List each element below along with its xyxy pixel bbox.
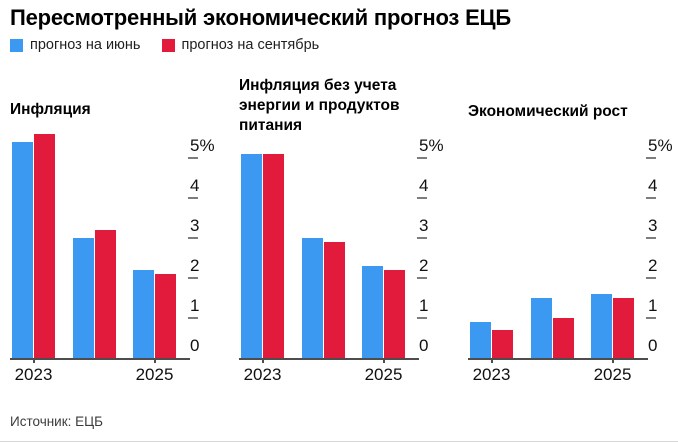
x-tick-label-economic-growth: 2025: [593, 365, 632, 384]
y-tick-mark-core-inflation: [417, 157, 427, 159]
y-tick-label-economic-growth: 5%: [648, 136, 673, 155]
bar-core-inflation-2025-june: [362, 266, 383, 358]
september-forecast-swatch: [161, 38, 175, 52]
y-tick-mark-core-inflation: [417, 197, 427, 199]
y-tick-label-economic-growth: 0: [648, 336, 658, 355]
x-tick-label-inflation: 2023: [14, 365, 53, 384]
bar-economic-growth-2025-september: [613, 298, 634, 358]
y-tick-label-inflation: 3: [190, 216, 200, 235]
y-tick-label-core-inflation: 3: [419, 216, 429, 235]
y-tick-mark-economic-growth: [646, 197, 656, 199]
bar-economic-growth-2023-september: [492, 330, 513, 358]
legend-label-september: прогноз на сентябрь: [181, 37, 320, 53]
bar-economic-growth-2023-june: [470, 322, 491, 358]
y-tick-mark-inflation: [188, 317, 198, 319]
legend-label-june: прогноз на июнь: [30, 37, 141, 53]
bar-core-inflation-2024-june: [302, 238, 323, 358]
x-tick-mark-economic-growth: [611, 358, 614, 363]
bar-core-inflation-2024-september: [324, 242, 345, 358]
y-tick-label-core-inflation: 5%: [419, 136, 444, 155]
panel-title-inflation: Инфляция: [10, 101, 91, 118]
y-tick-label-inflation: 4: [190, 176, 200, 195]
bar-inflation-2023-june: [12, 142, 33, 358]
legend-item-september: прогноз на сентябрь: [161, 37, 320, 53]
legend: прогноз на июнь прогноз на сентябрь: [10, 37, 319, 53]
x-axis-core-inflation: [239, 358, 419, 360]
y-tick-label-inflation: 2: [190, 256, 200, 275]
y-tick-label-core-inflation: 1: [419, 296, 429, 315]
bar-inflation-2024-june: [73, 238, 94, 358]
x-tick-mark-economic-growth: [490, 358, 493, 363]
bar-economic-growth-2024-june: [531, 298, 552, 358]
legend-item-june: прогноз на июнь: [10, 37, 141, 53]
bar-core-inflation-2023-june: [241, 154, 262, 358]
bar-inflation-2025-september: [155, 274, 176, 358]
y-tick-label-inflation: 0: [190, 336, 200, 355]
x-tick-mark-core-inflation: [382, 358, 385, 363]
panel-title-core-inflation: Инфляция без учета энергии и продуктов п…: [239, 77, 400, 134]
y-tick-mark-core-inflation: [417, 317, 427, 319]
y-tick-mark-core-inflation: [417, 277, 427, 279]
x-axis-economic-growth: [468, 358, 648, 360]
bar-core-inflation-2025-september: [384, 270, 405, 358]
x-tick-label-core-inflation: 2023: [243, 365, 282, 384]
y-tick-mark-inflation: [188, 197, 198, 199]
x-axis-inflation: [10, 358, 190, 360]
bar-economic-growth-2025-june: [591, 294, 612, 358]
y-tick-label-economic-growth: 2: [648, 256, 658, 275]
y-tick-label-core-inflation: 4: [419, 176, 429, 195]
y-tick-mark-core-inflation: [417, 237, 427, 239]
x-tick-label-core-inflation: 2025: [364, 365, 403, 384]
x-tick-label-inflation: 2025: [135, 365, 174, 384]
x-tick-mark-inflation: [153, 358, 156, 363]
panel-title-economic-growth: Экономический рост: [468, 103, 628, 120]
y-tick-mark-inflation: [188, 277, 198, 279]
y-tick-label-core-inflation: 2: [419, 256, 429, 275]
y-tick-mark-economic-growth: [646, 277, 656, 279]
bar-inflation-2023-september: [34, 134, 55, 358]
x-tick-label-economic-growth: 2023: [472, 365, 511, 384]
source-note: Источник: ЕЦБ: [10, 414, 103, 429]
x-tick-mark-inflation: [32, 358, 35, 363]
y-tick-label-economic-growth: 1: [648, 296, 658, 315]
x-tick-mark-core-inflation: [261, 358, 264, 363]
y-tick-mark-economic-growth: [646, 157, 656, 159]
y-tick-label-core-inflation: 0: [419, 336, 429, 355]
bar-economic-growth-2024-september: [553, 318, 574, 358]
y-tick-mark-inflation: [188, 237, 198, 239]
bar-inflation-2024-september: [95, 230, 116, 358]
y-tick-mark-inflation: [188, 157, 198, 159]
bottom-divider: [0, 441, 678, 442]
figure-title: Пересмотренный экономический прогноз ЕЦБ: [10, 5, 512, 30]
june-forecast-swatch: [10, 38, 23, 52]
bar-core-inflation-2023-september: [263, 154, 284, 358]
y-tick-mark-economic-growth: [646, 317, 656, 319]
bar-inflation-2025-june: [133, 270, 154, 358]
y-tick-label-economic-growth: 4: [648, 176, 658, 195]
y-tick-label-economic-growth: 3: [648, 216, 658, 235]
y-tick-label-inflation: 5%: [190, 136, 215, 155]
y-tick-label-inflation: 1: [190, 296, 200, 315]
y-tick-mark-economic-growth: [646, 237, 656, 239]
